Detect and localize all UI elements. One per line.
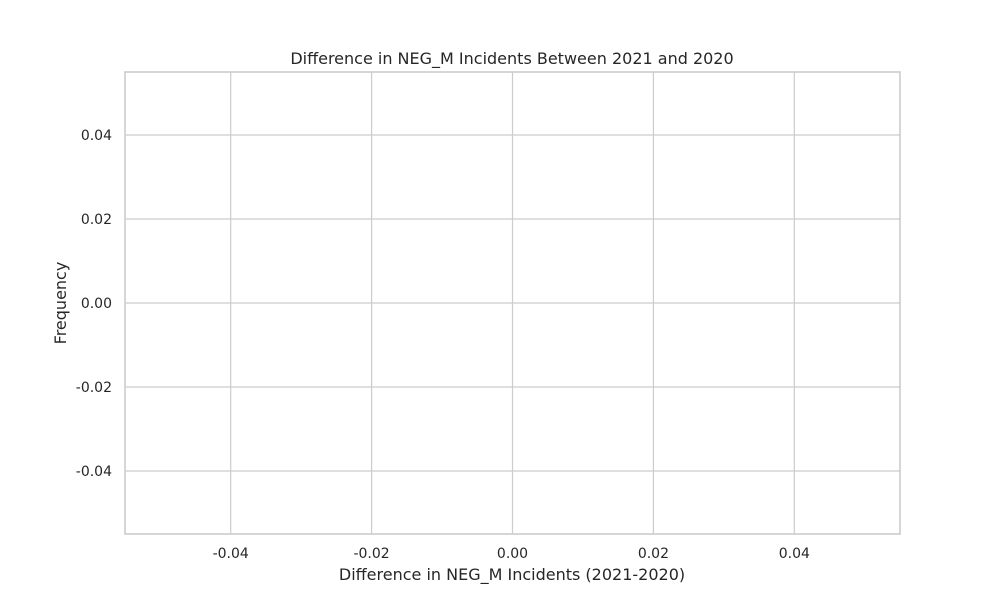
x-tick-label: -0.02 (353, 546, 389, 562)
y-grid-lines (125, 134, 900, 472)
y-tick-label: 0.02 (81, 212, 112, 228)
x-tick-label: 0.04 (779, 546, 810, 562)
y-tick-label: -0.02 (76, 380, 112, 396)
y-tick-label: 0.00 (81, 296, 112, 312)
chart-title: Difference in NEG_M Incidents Between 20… (290, 49, 733, 69)
plot-frame (124, 71, 901, 535)
x-axis-label: Difference in NEG_M Incidents (2021-2020… (339, 565, 685, 585)
y-tick-label: 0.04 (81, 128, 112, 144)
y-tick-labels: 0.04 0.02 0.00 -0.02 -0.04 (76, 128, 112, 480)
x-tick-labels: -0.04 -0.02 0.00 0.02 0.04 (213, 546, 810, 562)
y-axis-label: Frequency (51, 262, 70, 345)
x-tick-label: 0.02 (638, 546, 669, 562)
y-tick-label: -0.04 (76, 464, 112, 480)
x-tick-label: -0.04 (213, 546, 249, 562)
x-tick-label: 0.00 (497, 546, 528, 562)
